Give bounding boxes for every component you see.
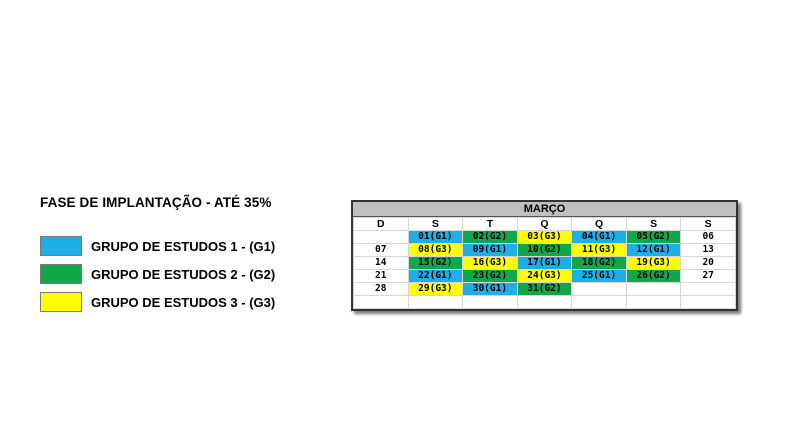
calendar-day-cell — [571, 282, 627, 296]
legend-swatch-g2 — [40, 264, 82, 284]
calendar-day-cell: 25(G1) — [571, 269, 627, 283]
weekday-header: Q — [516, 217, 573, 231]
calendar-day-cell — [353, 230, 409, 244]
legend-item-g2: GRUPO DE ESTUDOS 2 - (G2) — [40, 260, 275, 288]
calendar-day-cell: 16(G3) — [462, 256, 518, 270]
calendar-day-cell: 15(G2) — [407, 256, 464, 270]
calendar-day-cell — [680, 295, 736, 309]
calendar-day-cell: 30(G1) — [462, 282, 518, 296]
calendar-day-cell: 08(G3) — [407, 243, 464, 257]
calendar-day-cell: 01(G1) — [407, 230, 464, 244]
weekday-header: T — [462, 217, 518, 231]
calendar: MARÇO D S T Q Q S S 01(G1) 02(G2) 03(G3) 04… — [351, 200, 738, 311]
weekday-header: Q — [571, 217, 627, 231]
calendar-day-cell: 21 — [353, 269, 409, 283]
calendar-week-row: 21 22(G1) 23(G2) 24(G3) 25(G1) 26(G2) 27 — [353, 269, 736, 283]
calendar-day-cell — [571, 295, 627, 309]
calendar-day-cell: 27 — [680, 269, 736, 283]
calendar-day-cell: 31(G2) — [516, 282, 573, 296]
calendar-day-cell: 05(G2) — [625, 230, 682, 244]
calendar-day-cell: 11(G3) — [571, 243, 627, 257]
weekday-header: D — [353, 217, 409, 231]
calendar-day-cell: 22(G1) — [407, 269, 464, 283]
calendar-grid: D S T Q Q S S 01(G1) 02(G2) 03(G3) 04(G1) 05… — [353, 217, 736, 309]
legend-item-g1: GRUPO DE ESTUDOS 1 - (G1) — [40, 232, 275, 260]
weekday-header: S — [680, 217, 736, 231]
legend: GRUPO DE ESTUDOS 1 - (G1) GRUPO DE ESTUD… — [40, 232, 275, 316]
calendar-day-cell: 13 — [680, 243, 736, 257]
calendar-day-cell — [407, 295, 464, 309]
calendar-week-row: 07 08(G3) 09(G1) 10(G2) 11(G3) 12(G1) 13 — [353, 243, 736, 257]
phase-heading: FASE DE IMPLANTAÇÃO - ATÉ 35% — [40, 195, 272, 210]
calendar-day-cell — [680, 282, 736, 296]
calendar-day-cell: 19(G3) — [625, 256, 682, 270]
weekday-header: S — [625, 217, 682, 231]
legend-label-g2: GRUPO DE ESTUDOS 2 - (G2) — [91, 266, 276, 282]
calendar-body: 01(G1) 02(G2) 03(G3) 04(G1) 05(G2) 06 07 08(G3)… — [353, 230, 736, 309]
calendar-day-cell: 06 — [680, 230, 736, 244]
calendar-day-cell: 04(G1) — [571, 230, 627, 244]
calendar-day-cell: 24(G3) — [516, 269, 573, 283]
calendar-day-cell — [462, 295, 518, 309]
calendar-day-cell: 09(G1) — [462, 243, 518, 257]
calendar-day-cell — [353, 295, 409, 309]
calendar-day-cell: 29(G3) — [407, 282, 464, 296]
calendar-month-title: MARÇO — [353, 202, 736, 217]
calendar-day-cell — [625, 282, 682, 296]
calendar-day-cell: 20 — [680, 256, 736, 270]
calendar-day-cell: 07 — [353, 243, 409, 257]
calendar-day-cell: 18(G2) — [571, 256, 627, 270]
calendar-day-cell: 28 — [353, 282, 409, 296]
calendar-day-cell: 10(G2) — [516, 243, 573, 257]
calendar-day-cell: 12(G1) — [625, 243, 682, 257]
calendar-week-row — [353, 295, 736, 309]
legend-swatch-g1 — [40, 236, 82, 256]
calendar-week-row: 01(G1) 02(G2) 03(G3) 04(G1) 05(G2) 06 — [353, 230, 736, 244]
calendar-day-cell: 14 — [353, 256, 409, 270]
legend-label-g1: GRUPO DE ESTUDOS 1 - (G1) — [91, 238, 276, 254]
legend-swatch-g3 — [40, 292, 82, 312]
calendar-day-cell: 17(G1) — [516, 256, 573, 270]
calendar-day-cell: 26(G2) — [625, 269, 682, 283]
weekday-header: S — [407, 217, 464, 231]
calendar-week-row: 14 15(G2) 16(G3) 17(G1) 18(G2) 19(G3) 20 — [353, 256, 736, 270]
calendar-week-row: 28 29(G3) 30(G1) 31(G2) — [353, 282, 736, 296]
calendar-day-cell — [516, 295, 573, 309]
weekday-header-row: D S T Q Q S S — [353, 217, 736, 231]
calendar-day-cell — [625, 295, 682, 309]
legend-item-g3: GRUPO DE ESTUDOS 3 - (G3) — [40, 288, 275, 316]
calendar-day-cell: 03(G3) — [516, 230, 573, 244]
calendar-day-cell: 23(G2) — [462, 269, 518, 283]
legend-label-g3: GRUPO DE ESTUDOS 3 - (G3) — [91, 294, 276, 310]
calendar-day-cell: 02(G2) — [462, 230, 518, 244]
